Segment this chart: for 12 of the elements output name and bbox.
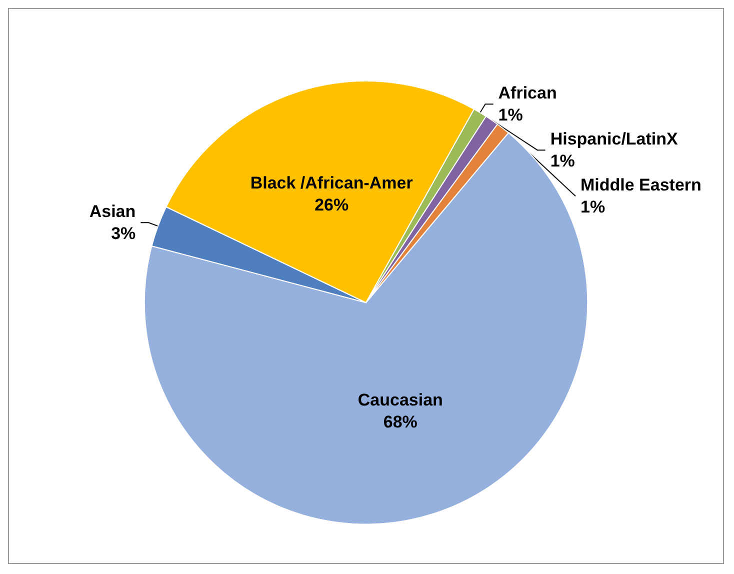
data-label: 1% — [498, 106, 523, 125]
data-label: 1% — [550, 152, 575, 171]
slice-label: Asian — [89, 202, 136, 222]
slice-label: Middle Eastern — [580, 176, 702, 195]
data-label: 26% — [314, 196, 349, 215]
data-label: 68% — [383, 412, 418, 432]
data-label: 1% — [580, 198, 606, 217]
data-label: 3% — [111, 224, 136, 244]
slice-label: Black /African-Amer — [250, 174, 414, 193]
slice-label: African — [498, 84, 557, 103]
slice-label: Hispanic/LatinX — [550, 130, 679, 149]
slice-label: Caucasian — [358, 390, 443, 410]
